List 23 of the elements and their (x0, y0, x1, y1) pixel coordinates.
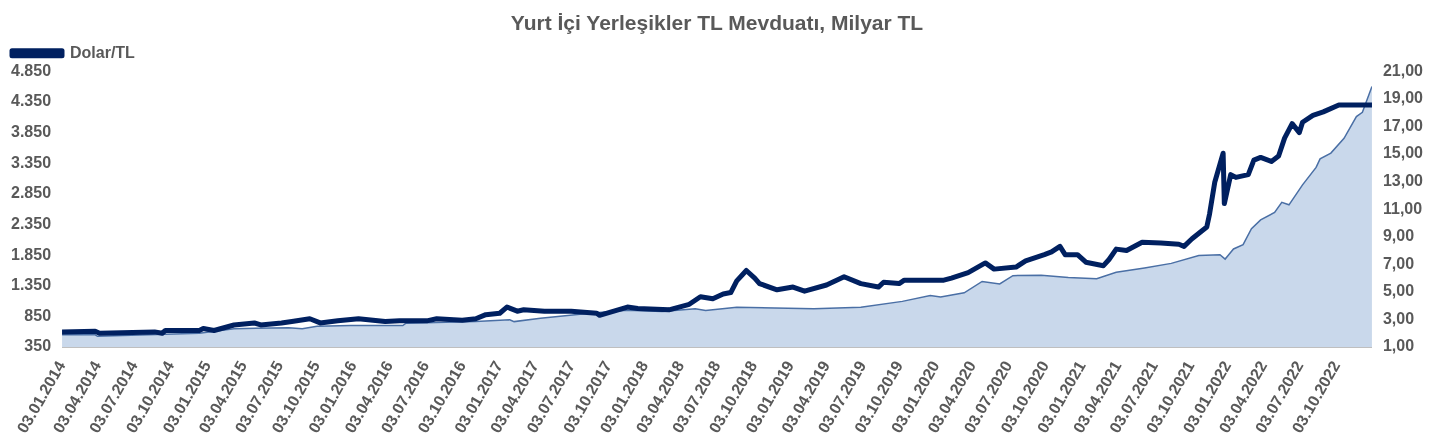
y2-tick-label: 9,00 (1382, 227, 1415, 245)
y2-tick-label: 3,00 (1382, 309, 1415, 327)
y2-tick-label: 15,00 (1382, 144, 1424, 162)
y-tick-label: 2.850 (10, 184, 52, 202)
y-tick-label: 3.350 (10, 153, 52, 171)
legend-label: Dolar/TL (70, 43, 136, 61)
y2-tick-label: 21,00 (1382, 61, 1424, 79)
y2-tick-label: 13,00 (1382, 171, 1424, 189)
y-tick-label: 350 (24, 337, 52, 355)
y-tick-label: 850 (24, 306, 52, 324)
y2-tick-label: 19,00 (1382, 89, 1424, 107)
y2-tick-label: 17,00 (1382, 116, 1424, 134)
chart-title: Yurt İçi Yerleşikler TL Mevduatı, Milyar TL (510, 11, 924, 35)
y-tick-label: 4.850 (10, 61, 52, 79)
y-tick-label: 2.350 (10, 214, 52, 232)
y-tick-label: 1.850 (10, 245, 52, 263)
y-tick-label: 3.850 (10, 122, 52, 140)
y-tick-label: 4.350 (10, 92, 52, 110)
y2-tick-label: 7,00 (1382, 254, 1415, 272)
y2-tick-label: 1,00 (1382, 337, 1415, 355)
y2-tick-label: 11,00 (1382, 199, 1423, 217)
y2-tick-label: 5,00 (1382, 282, 1415, 300)
y-tick-label: 1.350 (10, 276, 52, 294)
